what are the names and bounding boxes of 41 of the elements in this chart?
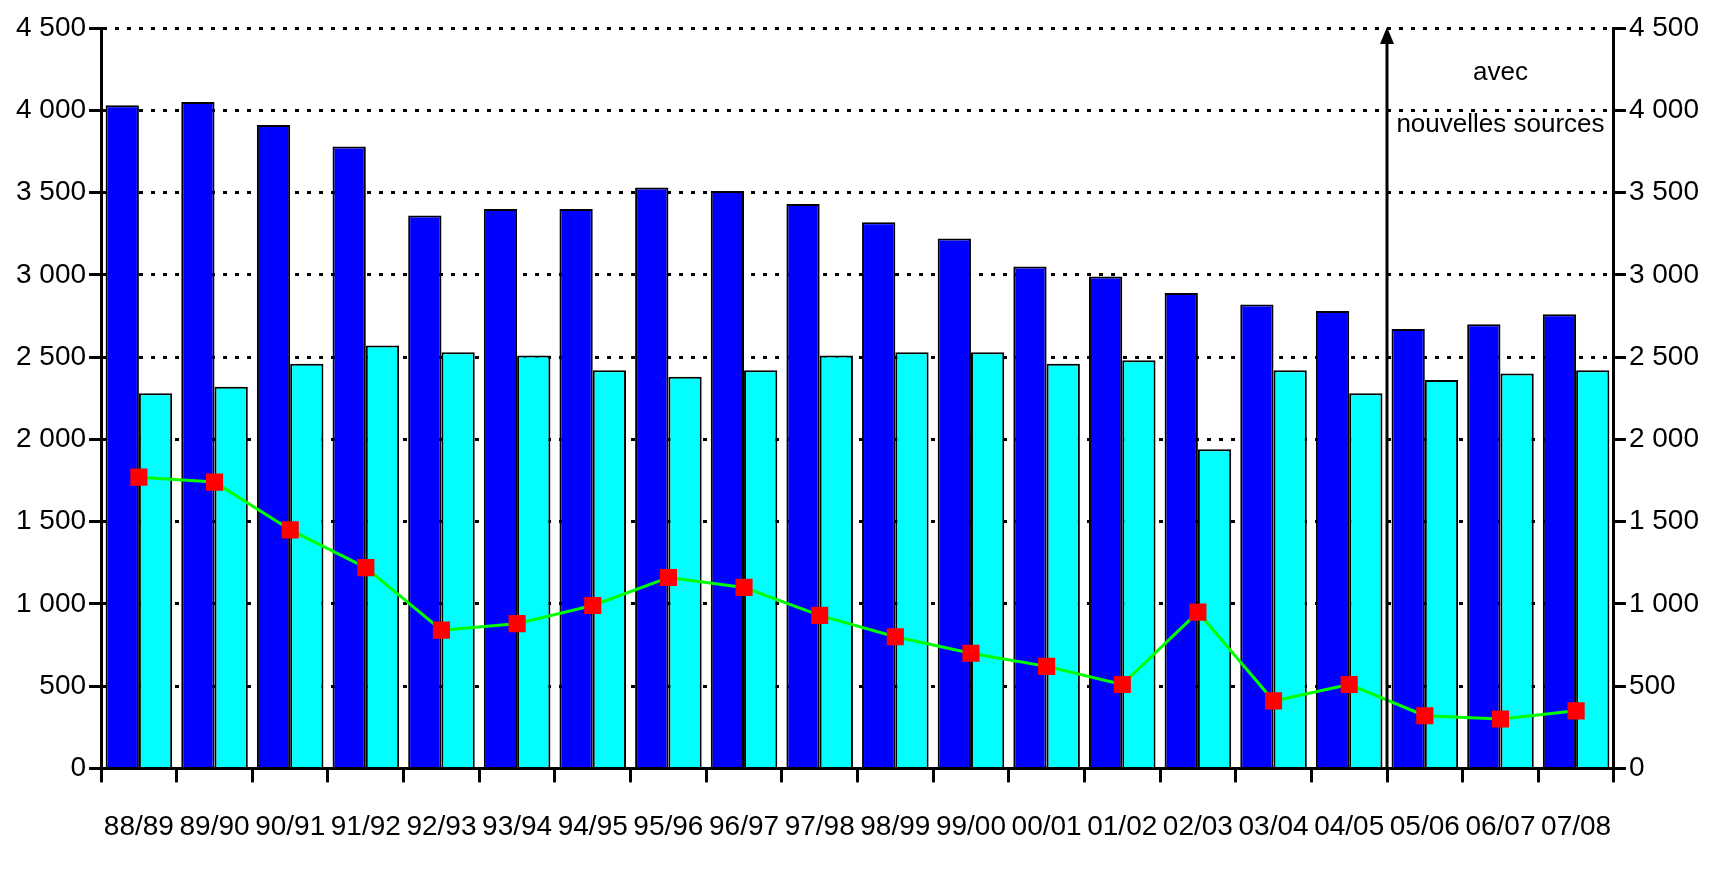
y2-tick-label: 500 (1628, 668, 1676, 700)
y-tick-label: 500 (39, 668, 87, 700)
y-tick-label: 3 000 (15, 257, 87, 289)
x-tick-label: 96/97 (709, 809, 780, 841)
x-tick-label: 01/02 (1087, 809, 1158, 841)
x-tick-label: 95/96 (633, 809, 704, 841)
y-tick-label: 3 500 (15, 175, 87, 207)
y2-tick-label: 0 (1628, 751, 1645, 783)
x-tick-label: 97/98 (784, 809, 855, 841)
y2-tick-label: 1 000 (1628, 586, 1700, 618)
x-tick-label: 04/05 (1314, 809, 1385, 841)
y2-tick-label: 4 500 (1628, 10, 1700, 42)
y-tick-label: 0 (70, 751, 87, 783)
x-tick-label: 07/08 (1541, 809, 1612, 841)
x-tick-label: 98/99 (860, 809, 931, 841)
x-tick-label: 02/03 (1162, 809, 1233, 841)
ref-line-label: avec nouvelles sources (1396, 56, 1605, 139)
y-tick-label: 2 000 (15, 422, 87, 454)
y-tick-label: 1 500 (15, 504, 87, 536)
x-tick-label: 91/92 (330, 809, 401, 841)
x-tick-label: 90/91 (255, 809, 326, 841)
x-tick-label: 88/89 (103, 809, 174, 841)
y2-tick-label: 3 000 (1628, 257, 1700, 289)
y2-tick-label: 2 000 (1628, 422, 1700, 454)
x-tick-label: 94/95 (557, 809, 628, 841)
y-tick-label: 4 500 (15, 10, 87, 42)
y-tick-label: 1 000 (15, 586, 87, 618)
x-tick-label: 00/01 (1011, 809, 1082, 841)
y-tick-label: 4 000 (15, 92, 87, 124)
x-tick-label: 05/06 (1389, 809, 1460, 841)
y2-tick-label: 1 500 (1628, 504, 1700, 536)
x-tick-label: 93/94 (482, 809, 553, 841)
x-tick-label: 99/00 (935, 809, 1006, 841)
y-tick-label: 2 500 (15, 339, 87, 371)
y2-tick-label: 3 500 (1628, 175, 1700, 207)
x-tick-label: 06/07 (1465, 809, 1536, 841)
y2-tick-label: 4 000 (1628, 92, 1700, 124)
x-tick-label: 89/90 (179, 809, 250, 841)
x-tick-label: 03/04 (1238, 809, 1309, 841)
x-tick-label: 92/93 (406, 809, 477, 841)
y2-tick-label: 2 500 (1628, 339, 1700, 371)
